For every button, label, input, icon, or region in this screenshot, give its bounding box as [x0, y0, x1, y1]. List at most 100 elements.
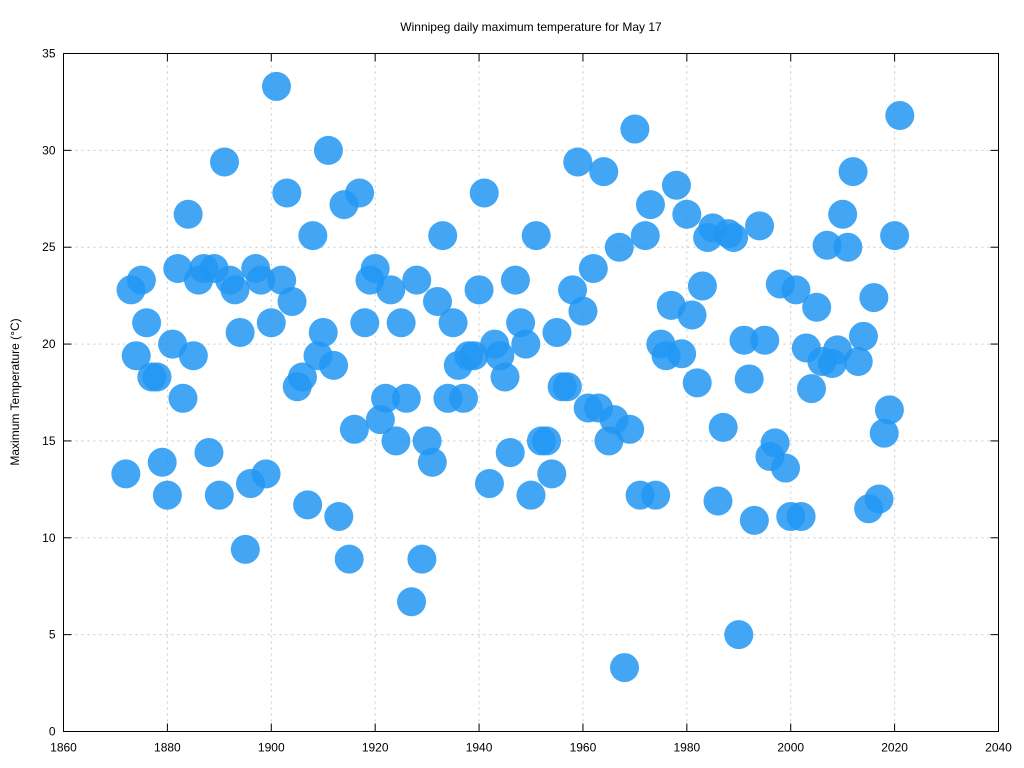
plot-frame — [63, 53, 999, 732]
data-point — [194, 438, 224, 468]
data-point — [672, 199, 702, 229]
data-point — [350, 308, 380, 338]
data-point — [407, 544, 437, 574]
data-point — [563, 147, 593, 177]
data-points — [111, 71, 915, 683]
data-point — [339, 414, 369, 444]
x-tick-labels: 1860 1880 1900 1920 1940 1960 1980 2000 2020 2040 — [50, 741, 1012, 755]
x-tick-label: 2000 — [777, 741, 804, 755]
x-tick-label: 1880 — [154, 741, 181, 755]
x-tick-label: 2040 — [985, 741, 1012, 755]
data-point — [604, 232, 634, 262]
data-point — [802, 292, 832, 322]
data-point — [168, 383, 198, 413]
data-point — [256, 308, 286, 338]
y-axis-label: Maximum Temperature (°C) — [8, 318, 22, 465]
data-point — [308, 317, 338, 347]
y-tick-label: 25 — [42, 240, 56, 254]
data-point — [615, 414, 645, 444]
data-point — [859, 283, 889, 313]
data-point — [828, 199, 858, 229]
data-point — [277, 286, 307, 316]
data-point — [610, 653, 639, 683]
data-point — [677, 300, 707, 330]
data-point — [438, 308, 468, 338]
data-point — [511, 329, 541, 359]
y-tick-label: 35 — [42, 47, 56, 61]
data-point — [874, 395, 904, 425]
y-tick-label: 15 — [42, 434, 56, 448]
data-point — [760, 428, 790, 458]
data-point — [423, 286, 452, 316]
data-point — [869, 418, 899, 448]
data-point — [578, 254, 608, 284]
data-point — [111, 459, 141, 489]
data-point — [864, 484, 894, 514]
data-point — [132, 308, 162, 338]
data-point — [812, 230, 842, 260]
data-point — [319, 350, 349, 380]
data-point — [391, 383, 421, 413]
data-point — [360, 254, 390, 284]
data-point — [178, 341, 208, 371]
x-tick-label: 1860 — [50, 741, 77, 755]
data-point — [376, 275, 406, 305]
data-point — [210, 147, 240, 177]
data-point — [641, 480, 671, 510]
data-point — [246, 265, 276, 295]
data-point — [293, 490, 323, 520]
x-tick-label: 1920 — [362, 741, 389, 755]
data-point — [272, 178, 302, 208]
data-point — [490, 362, 520, 392]
data-point — [885, 100, 915, 130]
data-point — [786, 501, 816, 531]
data-point — [771, 453, 801, 483]
data-point — [225, 317, 255, 347]
y-tick-label: 20 — [42, 337, 56, 351]
data-point — [682, 368, 712, 398]
data-point — [298, 221, 328, 251]
axis-ticks — [63, 53, 999, 732]
data-point — [173, 199, 203, 229]
data-point — [719, 223, 749, 253]
x-tick-label: 1960 — [570, 741, 597, 755]
data-point — [729, 325, 759, 355]
data-point — [448, 383, 478, 413]
data-point — [500, 265, 530, 295]
data-point — [838, 157, 868, 187]
data-point — [121, 341, 151, 371]
data-point — [745, 211, 775, 241]
data-point — [220, 275, 250, 305]
y-tick-label: 10 — [42, 531, 56, 545]
x-tick-label: 1940 — [466, 741, 493, 755]
data-point — [287, 362, 317, 392]
data-point — [345, 178, 375, 208]
data-point — [687, 271, 717, 301]
data-point — [521, 221, 551, 251]
data-point — [204, 480, 234, 510]
grid-lines — [63, 53, 999, 732]
data-point — [261, 71, 291, 101]
x-tick-label: 1900 — [258, 741, 285, 755]
data-point — [781, 275, 811, 305]
data-point — [833, 232, 863, 262]
data-point — [474, 469, 504, 499]
data-point — [371, 383, 401, 413]
data-point — [230, 534, 260, 564]
x-tick-label: 1980 — [673, 741, 700, 755]
data-point — [620, 114, 650, 144]
y-tick-label: 0 — [49, 725, 56, 739]
data-point — [739, 505, 769, 535]
x-tick-label: 2020 — [881, 741, 908, 755]
data-point — [661, 170, 691, 200]
data-point — [324, 501, 354, 531]
data-point — [402, 265, 432, 295]
data-point — [334, 544, 364, 574]
data-point — [589, 157, 619, 187]
data-point — [750, 325, 780, 355]
data-point — [630, 221, 660, 251]
data-point — [417, 447, 447, 477]
data-point — [703, 486, 733, 516]
data-point — [428, 221, 458, 251]
